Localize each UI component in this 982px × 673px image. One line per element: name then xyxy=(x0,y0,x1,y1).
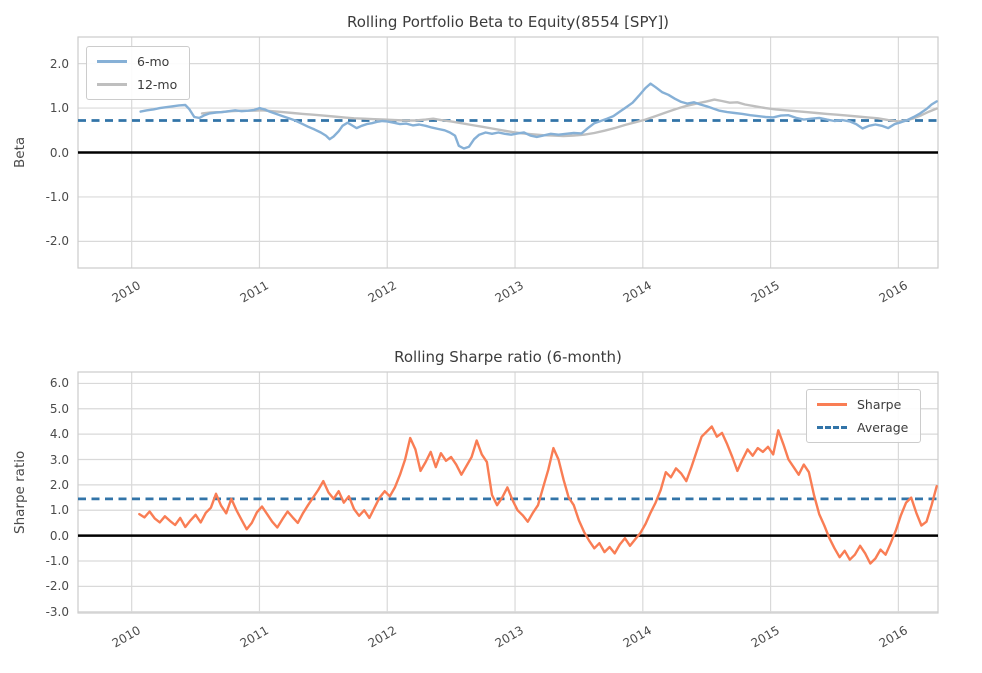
legend-item-average: Average xyxy=(817,420,908,435)
y-tick-label: 1.0 xyxy=(49,503,69,518)
y-tick-label: 5.0 xyxy=(49,401,69,416)
sharpe-line xyxy=(138,425,938,565)
beta-y-axis-label: Beta xyxy=(12,136,28,169)
y-tick-label: -1.0 xyxy=(45,553,69,568)
y-tick-label: 0.0 xyxy=(49,145,69,160)
y-tick-label: -1.0 xyxy=(45,189,69,204)
legend-label: 6-mo xyxy=(137,54,170,69)
legend-label: Average xyxy=(857,420,909,435)
sharpe-legend: Sharpe Average xyxy=(806,389,922,443)
y-tick-label: -2.0 xyxy=(45,234,69,249)
beta-chart-title: Rolling Portfolio Beta to Equity(8554 [S… xyxy=(346,13,670,31)
legend-label: 12-mo xyxy=(137,77,178,92)
legend-item-12mo: 12-mo xyxy=(97,77,177,92)
y-tick-label: -2.0 xyxy=(45,579,69,594)
sharpe-line-sample xyxy=(817,403,847,406)
sharpe-chart-title: Rolling Sharpe ratio (6-month) xyxy=(394,348,622,366)
12mo-line-sample xyxy=(97,83,127,86)
y-tick-label: 2.0 xyxy=(49,477,69,492)
6-mo-line xyxy=(139,82,938,150)
y-tick-label: 2.0 xyxy=(49,56,69,71)
y-tick-label: 3.0 xyxy=(49,452,69,467)
average-line-sample xyxy=(817,426,847,429)
legend-item-sharpe: Sharpe xyxy=(817,397,908,412)
legend-item-6mo: 6-mo xyxy=(97,54,177,69)
y-tick-label: -3.0 xyxy=(45,604,69,619)
y-tick-label: 1.0 xyxy=(49,101,69,116)
beta-legend: 6-mo 12-mo xyxy=(86,46,191,100)
12-mo-line xyxy=(200,98,938,138)
y-tick-label: 6.0 xyxy=(49,376,69,391)
sharpe-y-axis-label: Sharpe ratio xyxy=(12,450,28,535)
legend-label: Sharpe xyxy=(857,397,902,412)
y-tick-label: 4.0 xyxy=(49,427,69,442)
plot-border xyxy=(77,371,939,614)
y-tick-label: 0.0 xyxy=(49,528,69,543)
6mo-line-sample xyxy=(97,60,127,63)
